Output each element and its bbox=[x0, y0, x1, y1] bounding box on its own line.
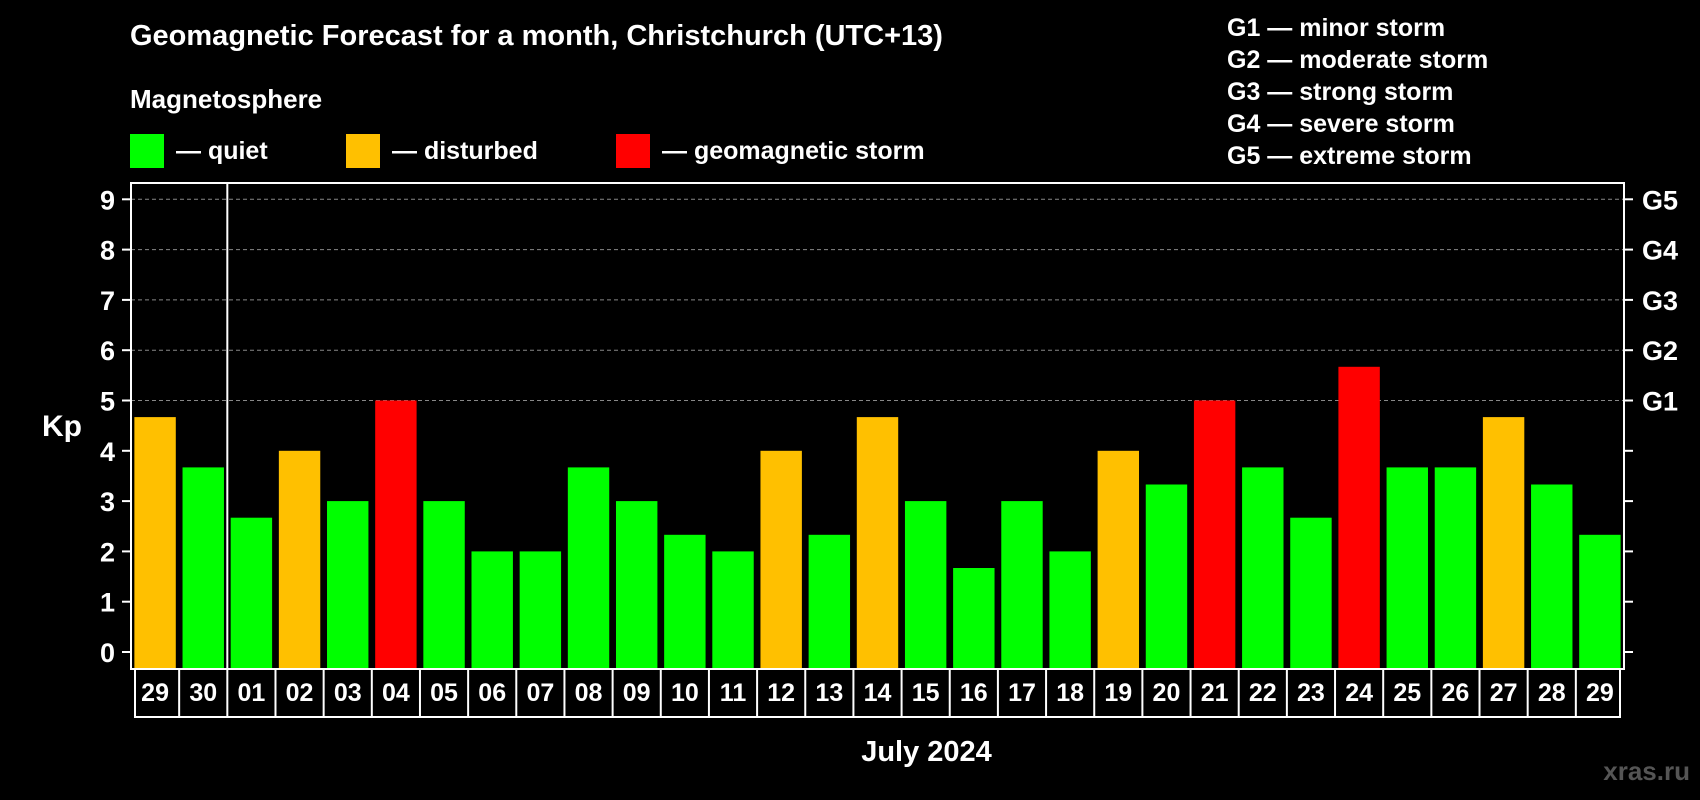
storm-scale-g2: G2 — moderate storm bbox=[1227, 46, 1489, 74]
legend-item-quiet: — quiet bbox=[130, 134, 268, 168]
x-tick-label-15: 14 bbox=[864, 679, 892, 707]
y-tick-label-5: 5 bbox=[100, 387, 115, 417]
bar-30 bbox=[1579, 534, 1621, 669]
x-tick-label-10: 09 bbox=[623, 679, 651, 707]
x-tick-label-5: 04 bbox=[382, 679, 410, 707]
storm-scale-g3: G3 — strong storm bbox=[1227, 78, 1454, 106]
x-tick-label-22: 21 bbox=[1201, 679, 1229, 707]
x-tick-label-2: 01 bbox=[237, 679, 265, 707]
x-tick-label-27: 26 bbox=[1442, 679, 1470, 707]
bar-23 bbox=[1242, 467, 1284, 669]
bar-20 bbox=[1097, 450, 1140, 669]
legend-item-disturbed: — disturbed bbox=[346, 134, 538, 168]
bar-19 bbox=[1049, 551, 1091, 669]
x-tick-label-30: 29 bbox=[1586, 679, 1614, 707]
x-tick-label-14: 13 bbox=[815, 679, 843, 707]
storm-scale-g5: G5 — extreme storm bbox=[1227, 142, 1472, 170]
watermark: xras.ru bbox=[1603, 756, 1690, 786]
bar-12 bbox=[712, 551, 754, 669]
x-tick-label-26: 25 bbox=[1393, 679, 1421, 707]
x-tick-label-8: 07 bbox=[526, 679, 554, 707]
y-tick-label-6: 6 bbox=[100, 336, 115, 366]
y-tick-label-2: 2 bbox=[100, 537, 115, 567]
bar-29 bbox=[1531, 484, 1573, 669]
y-tick-label-3: 3 bbox=[100, 487, 115, 517]
legend-label-storm: — geomagnetic storm bbox=[662, 136, 925, 165]
x-tick-label-6: 05 bbox=[430, 679, 458, 707]
x-tick-label-13: 12 bbox=[767, 679, 795, 707]
x-tick-label-17: 16 bbox=[960, 679, 988, 707]
x-tick-label-1: 30 bbox=[189, 679, 217, 707]
bar-24 bbox=[1290, 517, 1332, 669]
bar-6 bbox=[423, 501, 465, 669]
storm-scale-g1: G1 — minor storm bbox=[1227, 14, 1446, 42]
y-tick-label-1: 1 bbox=[100, 588, 115, 618]
bar-18 bbox=[1001, 501, 1043, 669]
y-tick-label-8: 8 bbox=[100, 236, 115, 266]
x-tick-label-12: 11 bbox=[720, 679, 747, 707]
bar-26 bbox=[1386, 467, 1428, 669]
storm-scale-legend: G1 — minor storm G2 — moderate storm G3 … bbox=[1227, 12, 1488, 172]
x-tick-label-9: 08 bbox=[575, 679, 603, 707]
legend-label-quiet: — quiet bbox=[176, 136, 268, 165]
date-strip bbox=[134, 668, 1621, 718]
right-tick-label-G2: G2 bbox=[1642, 336, 1678, 366]
bar-3 bbox=[278, 450, 321, 669]
bar-10 bbox=[615, 501, 658, 669]
bar-27 bbox=[1434, 467, 1477, 669]
x-tick-label-16: 15 bbox=[912, 679, 940, 707]
bar-22 bbox=[1193, 400, 1236, 669]
x-tick-label-19: 18 bbox=[1056, 679, 1084, 707]
bar-4 bbox=[327, 501, 369, 669]
right-tick-label-G4: G4 bbox=[1642, 236, 1678, 266]
bar-1 bbox=[182, 467, 224, 669]
bar-8 bbox=[519, 551, 562, 669]
bar-16 bbox=[904, 501, 947, 669]
bar-0 bbox=[134, 417, 176, 669]
legend-label-disturbed: — disturbed bbox=[392, 136, 538, 165]
x-tick-label-29: 28 bbox=[1538, 679, 1566, 707]
x-tick-label-25: 24 bbox=[1345, 679, 1373, 707]
y-tick-label-9: 9 bbox=[100, 185, 115, 215]
legend-heading: Magnetosphere bbox=[130, 84, 323, 114]
right-tick-label-G3: G3 bbox=[1642, 286, 1678, 316]
x-tick-label-24: 23 bbox=[1297, 679, 1325, 707]
bar-13 bbox=[760, 450, 802, 669]
y-tick-label-0: 0 bbox=[100, 638, 115, 668]
legend-swatch-quiet bbox=[130, 134, 164, 168]
x-tick-label-0: 29 bbox=[141, 679, 169, 707]
x-tick-label-11: 10 bbox=[671, 679, 699, 707]
bar-21 bbox=[1145, 484, 1188, 669]
y-axis-label: Kp bbox=[42, 410, 82, 443]
bar-14 bbox=[808, 534, 851, 669]
x-tick-label-28: 27 bbox=[1490, 679, 1518, 707]
bar-5 bbox=[375, 400, 417, 669]
x-tick-label-4: 03 bbox=[334, 679, 362, 707]
y-tick-label-7: 7 bbox=[100, 286, 115, 316]
bar-9 bbox=[567, 467, 610, 669]
x-tick-label-23: 22 bbox=[1249, 679, 1277, 707]
bar-25 bbox=[1338, 366, 1380, 669]
bar-28 bbox=[1482, 417, 1525, 669]
x-tick-label-20: 19 bbox=[1104, 679, 1132, 707]
legend-item-storm: — geomagnetic storm bbox=[616, 134, 925, 168]
bar-15 bbox=[856, 417, 899, 669]
x-axis-label: July 2024 bbox=[861, 736, 992, 768]
bar-2 bbox=[230, 517, 273, 669]
y-tick-label-4: 4 bbox=[100, 437, 115, 467]
bar-7 bbox=[471, 551, 513, 669]
right-tick-label-G1: G1 bbox=[1642, 387, 1678, 417]
bar-11 bbox=[664, 534, 706, 669]
legend-swatch-disturbed bbox=[346, 134, 380, 168]
chart-title: Geomagnetic Forecast for a month, Christ… bbox=[130, 20, 943, 52]
storm-scale-g4: G4 — severe storm bbox=[1227, 110, 1455, 138]
x-tick-label-18: 17 bbox=[1008, 679, 1036, 707]
legend-swatch-storm bbox=[616, 134, 650, 168]
x-tick-label-7: 06 bbox=[478, 679, 506, 707]
bar-17 bbox=[953, 567, 995, 669]
right-tick-label-G5: G5 bbox=[1642, 185, 1678, 215]
x-tick-label-21: 20 bbox=[1153, 679, 1181, 707]
x-tick-label-3: 02 bbox=[286, 679, 314, 707]
